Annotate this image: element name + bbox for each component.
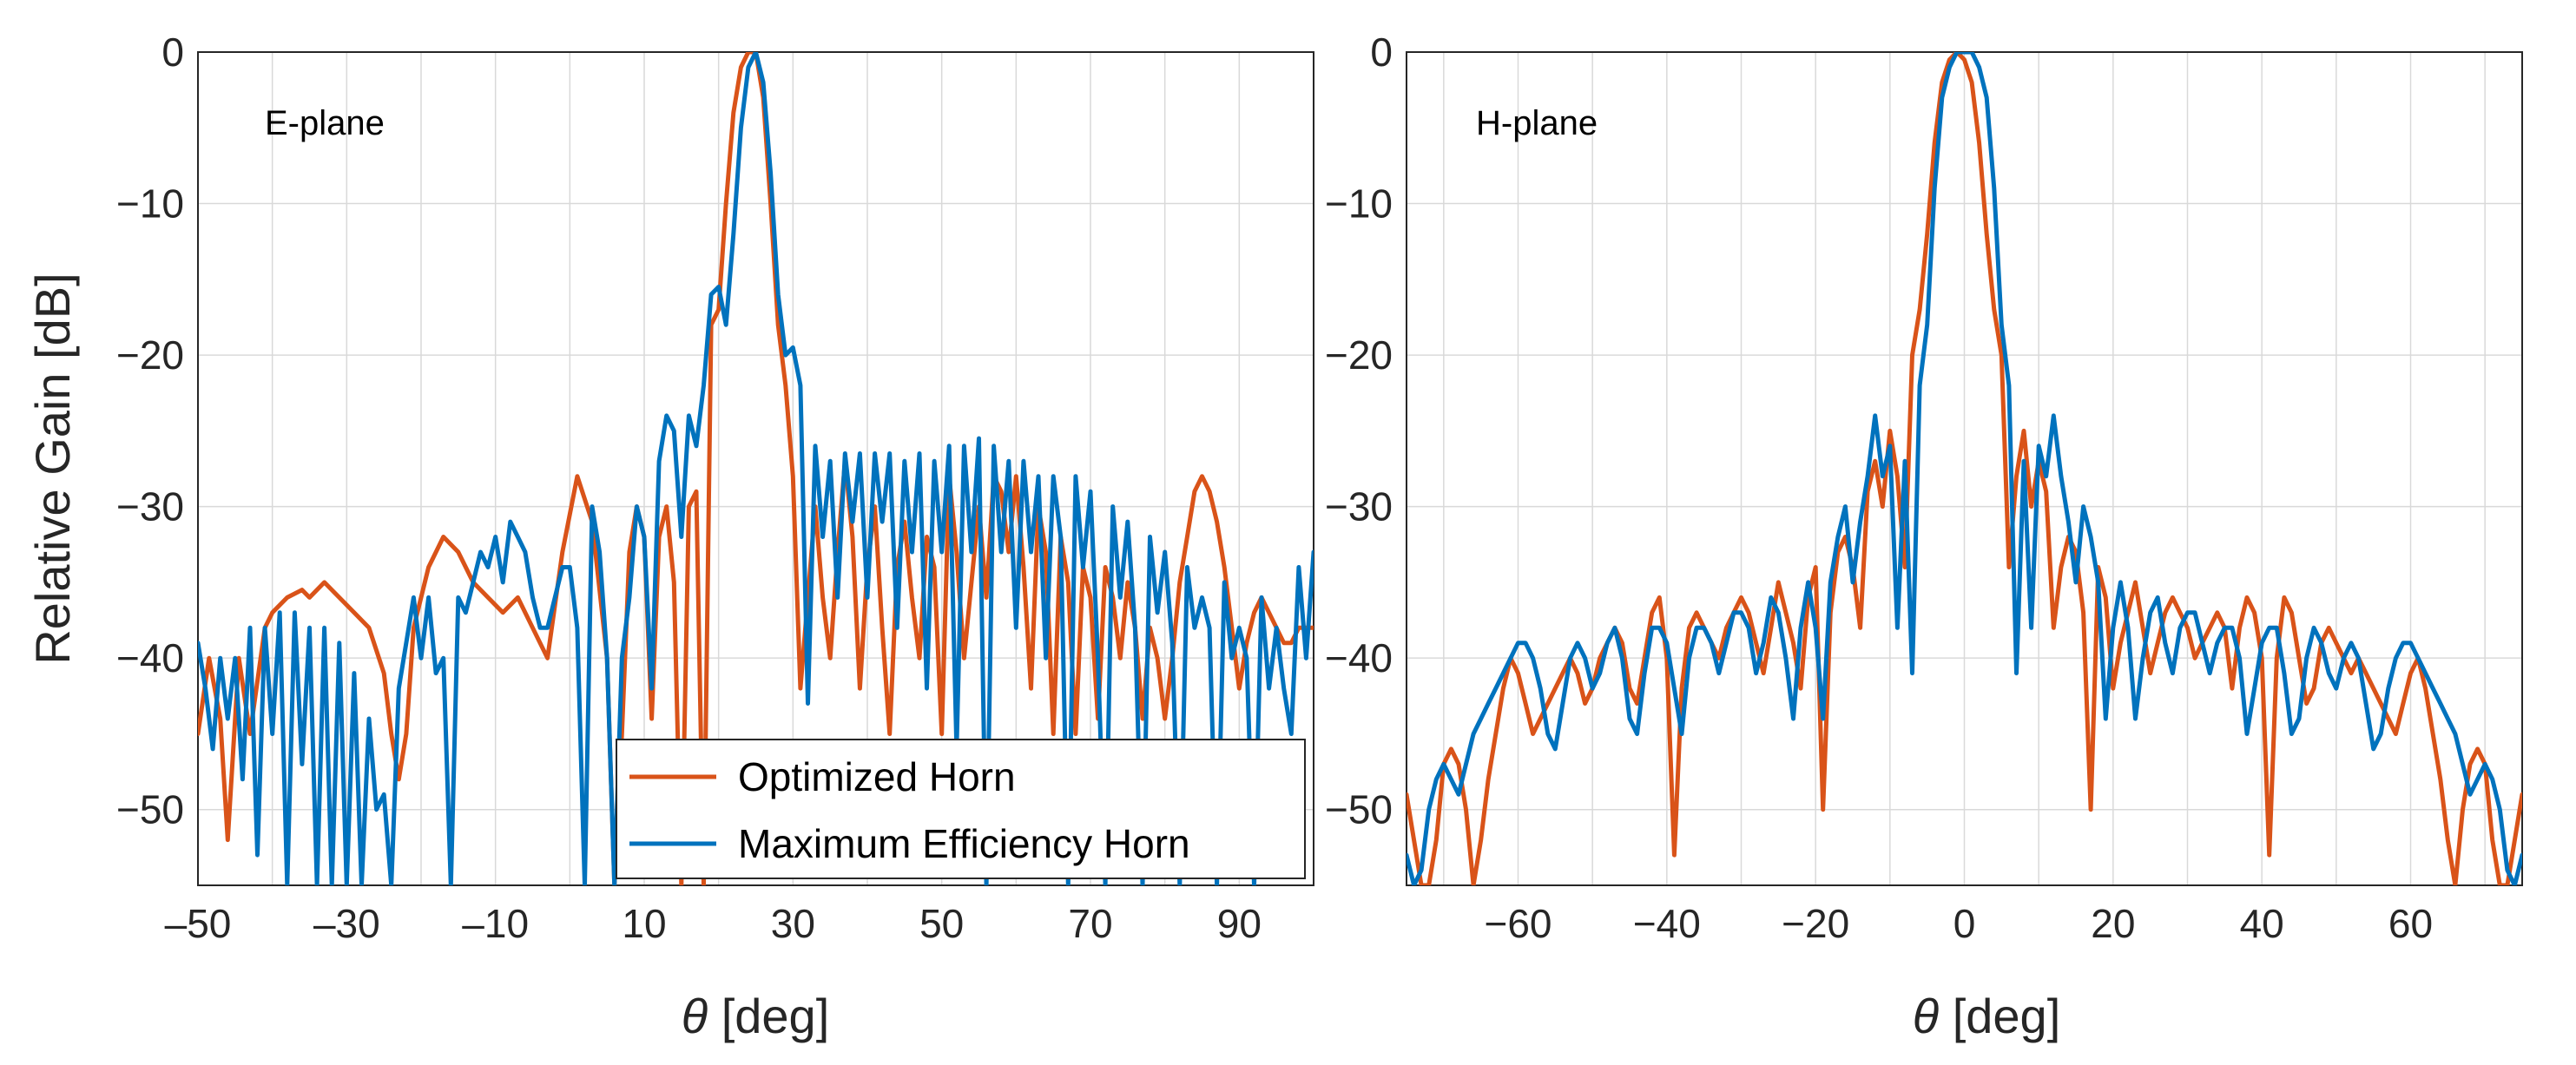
h-plane-y-tick-label: −20 bbox=[1325, 332, 1393, 378]
h-plane-annotation: H-plane bbox=[1476, 104, 1598, 142]
e-plane-y-tick-label: −20 bbox=[116, 332, 184, 378]
legend: Optimized Horn Maximum Efficiency Horn bbox=[616, 739, 1306, 879]
h-plane-y-tick-label: 0 bbox=[1370, 30, 1393, 75]
h-plane-series-line-maximum-efficiency-horn bbox=[1407, 52, 2522, 885]
e-plane-x-tick-labels: –50 –30 –10 10 30 50 70 90 bbox=[165, 901, 1262, 946]
h-plane-x-tick-label: −60 bbox=[1484, 901, 1552, 946]
e-plane-x-axis-unit: [deg] bbox=[708, 989, 829, 1043]
e-plane-x-tick-label: 50 bbox=[919, 901, 964, 946]
h-plane-x-tick-label: 60 bbox=[2388, 901, 2433, 946]
h-plane-grid bbox=[1407, 51, 2522, 885]
h-plane-y-tick-label: −30 bbox=[1325, 484, 1393, 529]
h-plane-y-tick-label: −50 bbox=[1325, 787, 1393, 832]
e-plane-x-tick-label: –10 bbox=[462, 901, 529, 946]
legend-label-optimized-horn: Optimized Horn bbox=[738, 754, 1016, 799]
legend-box bbox=[616, 739, 1306, 879]
h-plane-series-line-optimized-horn bbox=[1407, 52, 2522, 885]
h-plane-chart: −60 −40 −20 0 20 40 60 0 −10 −20 −30 −40 −50 H-plan… bbox=[1325, 30, 2523, 1043]
e-plane-x-tick-label: –30 bbox=[313, 901, 380, 946]
legend-label-maximum-efficiency-horn: Maximum Efficiency Horn bbox=[738, 821, 1190, 866]
h-plane-x-tick-label: −20 bbox=[1782, 901, 1849, 946]
h-plane-y-tick-labels: 0 −10 −20 −30 −40 −50 bbox=[1325, 30, 1393, 832]
e-plane-y-tick-label: −40 bbox=[116, 635, 184, 680]
e-plane-y-tick-label: 0 bbox=[161, 30, 184, 75]
h-plane-x-tick-label: −40 bbox=[1633, 901, 1701, 946]
h-plane-x-axis-unit: [deg] bbox=[1939, 989, 2060, 1043]
y-axis-label: Relative Gain [dB] bbox=[25, 273, 80, 664]
e-plane-x-tick-label: –50 bbox=[165, 901, 232, 946]
h-plane-x-tick-label: 0 bbox=[1953, 901, 1976, 946]
h-plane-x-tick-label: 40 bbox=[2240, 901, 2284, 946]
e-plane-x-tick-label: 30 bbox=[771, 901, 815, 946]
e-plane-series-line-maximum-efficiency-horn bbox=[198, 52, 1314, 885]
e-plane-y-tick-label: −50 bbox=[116, 787, 184, 832]
e-plane-annotation: E-plane bbox=[265, 104, 385, 142]
h-plane-y-tick-label: −10 bbox=[1325, 181, 1393, 227]
e-plane-x-axis-label: θ [deg] bbox=[682, 989, 830, 1043]
e-plane-x-axis-symbol: θ bbox=[682, 989, 708, 1043]
h-plane-y-tick-label: −40 bbox=[1325, 635, 1393, 680]
e-plane-series bbox=[198, 52, 1314, 885]
e-plane-series-line-optimized-horn bbox=[198, 52, 1314, 885]
e-plane-chart: –50 –30 –10 10 30 50 70 90 0 −10 −20 −30 −40 −50 E-p… bbox=[25, 30, 1314, 1043]
e-plane-y-tick-label: −10 bbox=[116, 181, 184, 227]
h-plane-x-tick-label: 20 bbox=[2091, 901, 2135, 946]
e-plane-x-tick-label: 10 bbox=[622, 901, 666, 946]
e-plane-y-tick-label: −30 bbox=[116, 484, 184, 529]
e-plane-y-tick-labels: 0 −10 −20 −30 −40 −50 bbox=[116, 30, 184, 832]
h-plane-x-axis-label: θ [deg] bbox=[1913, 989, 2061, 1043]
e-plane-x-tick-label: 70 bbox=[1068, 901, 1112, 946]
h-plane-series bbox=[1407, 52, 2522, 885]
e-plane-x-tick-label: 90 bbox=[1217, 901, 1262, 946]
h-plane-x-axis-symbol: θ bbox=[1913, 989, 1939, 1043]
h-plane-x-tick-labels: −60 −40 −20 0 20 40 60 bbox=[1484, 901, 2433, 946]
